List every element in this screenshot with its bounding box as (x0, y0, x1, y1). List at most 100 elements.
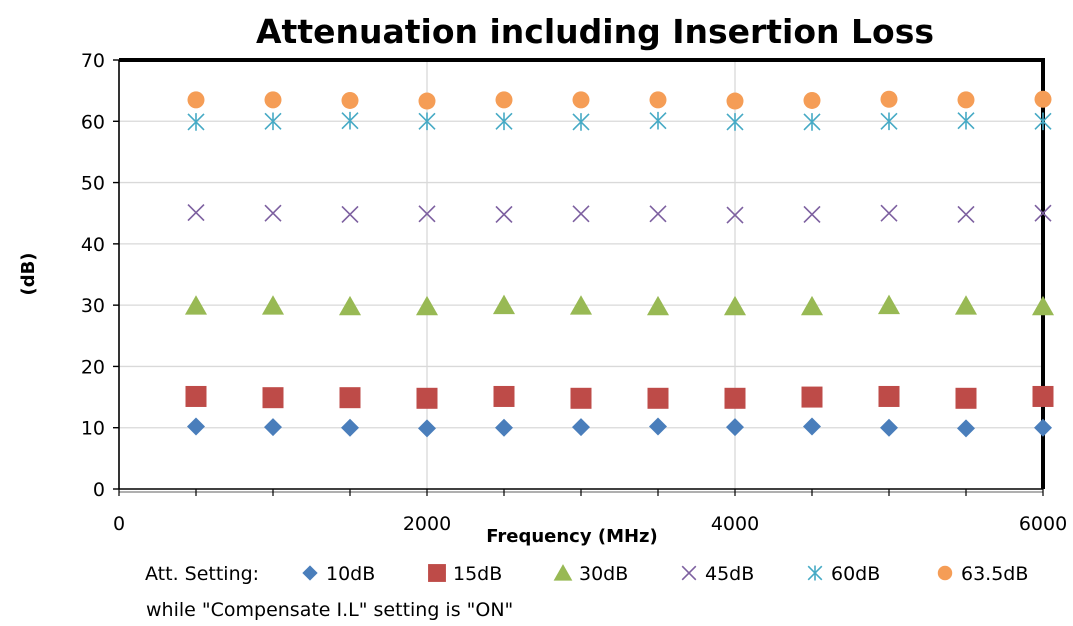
legend-label-30db: 30dB (579, 563, 628, 585)
y-tick-label: 50 (81, 173, 105, 195)
point-45db (187, 204, 205, 222)
point-45db (803, 205, 821, 224)
x-tick-label: 0 (113, 513, 125, 535)
y-tick-label: 60 (81, 111, 105, 133)
point-63-5db (495, 91, 513, 109)
data-points (184, 90, 1055, 438)
legend: Att. Setting: 10dB 15dB 30dB 45dB 60dB 63.5dB (145, 563, 1028, 585)
point-30db (338, 295, 362, 316)
point-63-5db (957, 91, 975, 109)
point-45db (649, 205, 667, 223)
y-tick-label: 40 (81, 234, 105, 256)
point-60db (649, 111, 667, 130)
point-45db (726, 206, 744, 224)
point-45db (418, 205, 436, 223)
point-30db (415, 295, 439, 316)
point-30db (646, 295, 670, 316)
point-45db (264, 204, 282, 222)
point-15db (647, 387, 669, 409)
y-tick-label: 10 (81, 418, 105, 440)
legend-label-45db: 45dB (705, 563, 754, 585)
point-45db (495, 205, 513, 224)
point-63-5db (1034, 90, 1052, 108)
legend-marker-15db (428, 564, 446, 582)
point-63-5db (649, 91, 667, 109)
point-30db (800, 295, 824, 316)
point-30db (1031, 295, 1055, 316)
x-tick-label: 2000 (403, 513, 451, 535)
point-60db (572, 113, 590, 131)
point-45db (341, 205, 359, 224)
point-45db (1034, 204, 1052, 222)
point-30db (184, 295, 208, 315)
point-45db (880, 204, 898, 222)
point-60db (1034, 112, 1052, 131)
x-tick-label: 6000 (1019, 513, 1067, 535)
y-axis-label: (dB) (18, 252, 39, 295)
legend-marker-60db (807, 565, 823, 581)
point-10db (418, 419, 436, 438)
point-15db (262, 387, 284, 409)
tick-labels: 0 10 20 30 40 50 60 70 0 2000 4000 6000 (81, 50, 1067, 535)
point-30db (877, 294, 901, 315)
legend-label-10db: 10dB (326, 563, 375, 585)
y-tick-label: 30 (81, 295, 105, 317)
legend-label-60db: 60dB (831, 563, 880, 585)
legend-label-63-5db: 63.5dB (961, 563, 1028, 585)
x-axis-label: Frequency (MHz) (486, 526, 658, 547)
point-15db (493, 385, 515, 407)
point-60db (341, 111, 359, 130)
legend-marker-63-5db (937, 565, 953, 581)
point-63-5db (803, 91, 821, 109)
point-63-5db (341, 91, 359, 109)
point-15db (801, 386, 823, 408)
point-15db (1032, 385, 1054, 407)
y-tick-label: 0 (93, 479, 105, 501)
axes-layer (113, 58, 1045, 496)
point-15db (955, 387, 977, 409)
point-15db (570, 387, 592, 409)
legend-title: Att. Setting: (145, 563, 259, 585)
legend-marker-30db (553, 564, 573, 581)
point-10db (649, 417, 667, 436)
point-63-5db (264, 91, 282, 109)
point-63-5db (572, 91, 590, 109)
point-60db (880, 112, 898, 131)
point-60db (726, 113, 744, 131)
point-60db (803, 113, 821, 131)
point-10db (495, 418, 513, 437)
y-tick-label: 70 (81, 50, 105, 72)
legend-label-15db: 15dB (453, 563, 502, 585)
point-10db (726, 418, 744, 437)
point-45db (572, 205, 590, 223)
legend-marker-45db (681, 565, 697, 581)
point-30db (492, 294, 516, 315)
point-15db (185, 385, 207, 407)
point-15db (339, 387, 361, 409)
point-63-5db (187, 91, 205, 109)
point-10db (803, 417, 821, 436)
point-60db (264, 112, 282, 131)
y-tick-label: 20 (81, 356, 105, 378)
point-30db (569, 295, 593, 315)
point-10db (957, 419, 975, 438)
point-15db (724, 387, 746, 409)
point-15db (878, 385, 900, 407)
point-10db (1034, 418, 1052, 437)
point-10db (572, 418, 590, 437)
point-60db (495, 112, 513, 131)
point-10db (187, 417, 205, 436)
point-60db (418, 112, 436, 131)
point-60db (187, 113, 205, 131)
point-63-5db (418, 92, 436, 110)
point-30db (954, 295, 978, 315)
point-10db (264, 418, 282, 437)
point-10db (880, 418, 898, 437)
point-63-5db (880, 90, 898, 108)
point-30db (723, 295, 747, 316)
chart-note: while "Compensate I.L" setting is "ON" (146, 599, 513, 621)
point-60db (957, 111, 975, 130)
point-10db (341, 418, 359, 437)
